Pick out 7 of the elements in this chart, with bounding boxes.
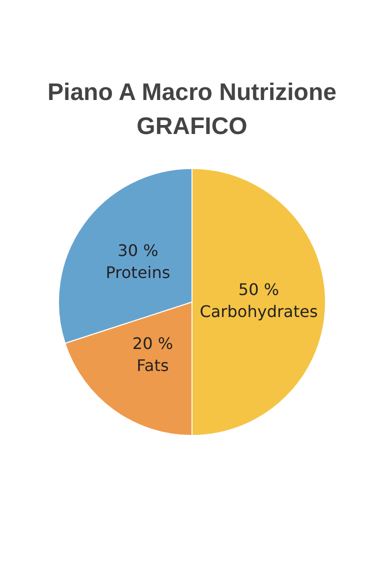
slice-label: Carbohydrates (200, 302, 318, 322)
slice-label: Fats (136, 356, 169, 376)
data-label: 20 % (132, 334, 174, 354)
slice-label: Proteins (106, 262, 170, 282)
data-label: 30 % (118, 240, 158, 260)
chart-title: Piano A Macro Nutrizione GRAFICO (46, 78, 338, 142)
data-label: 50 % (238, 280, 280, 300)
